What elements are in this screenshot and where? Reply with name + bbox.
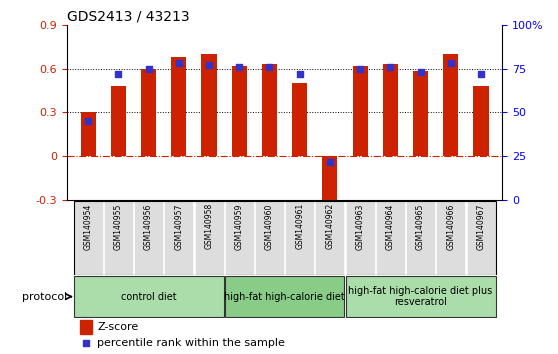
Bar [345,276,496,317]
Point [235,64,244,70]
Point [477,71,485,77]
Bar [292,83,307,156]
Bar [466,201,496,275]
Text: percentile rank within the sample: percentile rank within the sample [98,338,285,348]
Text: GSM140959: GSM140959 [235,203,244,250]
Bar [443,54,458,156]
Bar [255,201,284,275]
Text: protocol: protocol [22,292,68,302]
Bar [474,86,489,156]
Bar [201,54,217,156]
Point [81,341,90,346]
Bar [195,201,224,275]
Text: GSM140960: GSM140960 [265,203,274,250]
Text: GSM140954: GSM140954 [84,203,93,250]
Point [386,64,395,70]
Text: GSM140961: GSM140961 [295,203,304,250]
Bar [74,276,224,317]
Bar [232,66,247,156]
Bar [262,64,277,156]
Bar [111,86,126,156]
Point [174,61,183,66]
Text: GSM140967: GSM140967 [477,203,485,250]
Text: GSM140964: GSM140964 [386,203,395,250]
Bar [285,201,314,275]
Bar [171,57,186,156]
Bar [225,201,254,275]
Text: high-fat high-calorie diet plus
resveratrol: high-fat high-calorie diet plus resverat… [348,286,493,307]
Bar [141,69,156,156]
Text: GSM140956: GSM140956 [144,203,153,250]
Text: high-fat high-calorie diet: high-fat high-calorie diet [224,292,345,302]
Text: GSM140955: GSM140955 [114,203,123,250]
Bar [134,201,163,275]
Point [84,118,93,124]
Bar [406,201,435,275]
Point [295,71,304,77]
Bar [345,201,374,275]
Bar [80,320,92,333]
Point [416,69,425,75]
Point [144,66,153,72]
Point [265,64,274,70]
Point [205,62,214,68]
Bar [353,66,368,156]
Bar [104,201,133,275]
Bar [74,201,103,275]
Bar [315,201,344,275]
Text: GSM140965: GSM140965 [416,203,425,250]
Text: GSM140963: GSM140963 [355,203,364,250]
Bar [323,156,338,203]
Point [114,71,123,77]
Point [355,66,364,72]
Text: GDS2413 / 43213: GDS2413 / 43213 [67,10,190,24]
Point [446,61,455,66]
Bar [436,201,465,275]
Bar [225,276,344,317]
Text: GSM140962: GSM140962 [325,203,334,250]
Text: Z-score: Z-score [98,322,139,332]
Text: control diet: control diet [121,292,176,302]
Text: GSM140958: GSM140958 [205,203,214,250]
Bar [376,201,405,275]
Bar [413,71,428,156]
Bar [383,64,398,156]
Bar [164,201,193,275]
Text: GSM140957: GSM140957 [174,203,183,250]
Point [325,159,334,164]
Text: GSM140966: GSM140966 [446,203,455,250]
Bar [80,113,95,156]
